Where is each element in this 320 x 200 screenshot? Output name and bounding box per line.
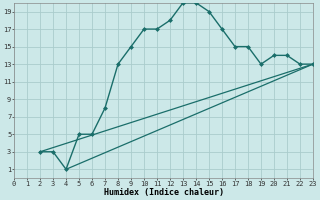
X-axis label: Humidex (Indice chaleur): Humidex (Indice chaleur) <box>103 188 223 197</box>
